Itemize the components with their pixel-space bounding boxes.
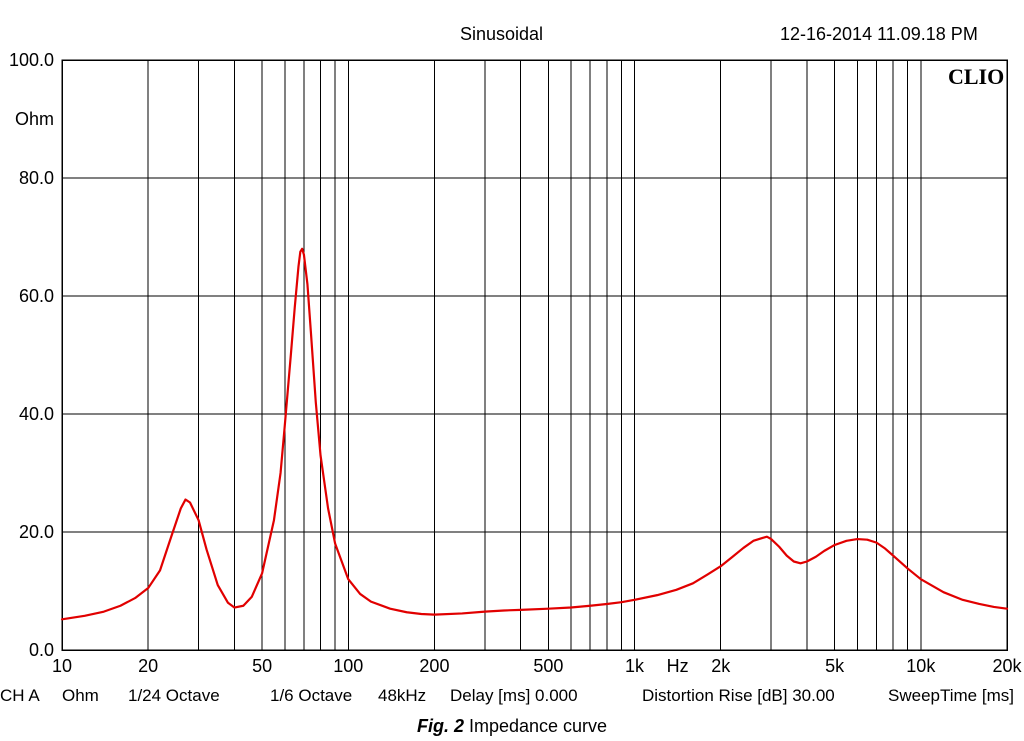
svg-text:100.0: 100.0 [9, 50, 54, 70]
svg-text:40.0: 40.0 [19, 404, 54, 424]
figure-caption: Fig. 2 Impedance curve [0, 716, 1024, 737]
footer-param: 48kHz [378, 686, 426, 706]
footer-param: CH A [0, 686, 40, 706]
footer-param: Distortion Rise [dB] 30.00 [642, 686, 835, 706]
svg-text:100: 100 [333, 656, 363, 676]
svg-text:1k: 1k [625, 656, 645, 676]
caption-text: Impedance curve [464, 716, 607, 736]
svg-text:80.0: 80.0 [19, 168, 54, 188]
svg-text:200: 200 [419, 656, 449, 676]
svg-text:0.0: 0.0 [29, 640, 54, 660]
svg-text:2k: 2k [711, 656, 731, 676]
clio-watermark: CLIO [948, 64, 1004, 90]
footer-param: Delay [ms] 0.000 [450, 686, 578, 706]
svg-text:20k: 20k [992, 656, 1022, 676]
svg-text:50: 50 [252, 656, 272, 676]
svg-text:5k: 5k [825, 656, 845, 676]
svg-text:Ohm: Ohm [15, 109, 54, 129]
svg-text:10: 10 [52, 656, 72, 676]
caption-figure-number: Fig. 2 [417, 716, 464, 736]
footer-param: Ohm [62, 686, 99, 706]
footer-param: 1/24 Octave [128, 686, 220, 706]
svg-text:20: 20 [138, 656, 158, 676]
svg-text:20.0: 20.0 [19, 522, 54, 542]
svg-text:Hz: Hz [667, 656, 689, 676]
svg-text:500: 500 [533, 656, 563, 676]
footer-param: SweepTime [ms] [888, 686, 1014, 706]
svg-text:60.0: 60.0 [19, 286, 54, 306]
svg-text:10k: 10k [906, 656, 936, 676]
footer-param: 1/6 Octave [270, 686, 352, 706]
impedance-chart: 0.0 20.0 40.0 60.0 80.0 100.0 Ohm 10 20 50 100 200 5… [0, 0, 1024, 741]
figure-container: Sinusoidal 12-16-2014 11.09.18 PM 0.020.… [0, 0, 1024, 741]
